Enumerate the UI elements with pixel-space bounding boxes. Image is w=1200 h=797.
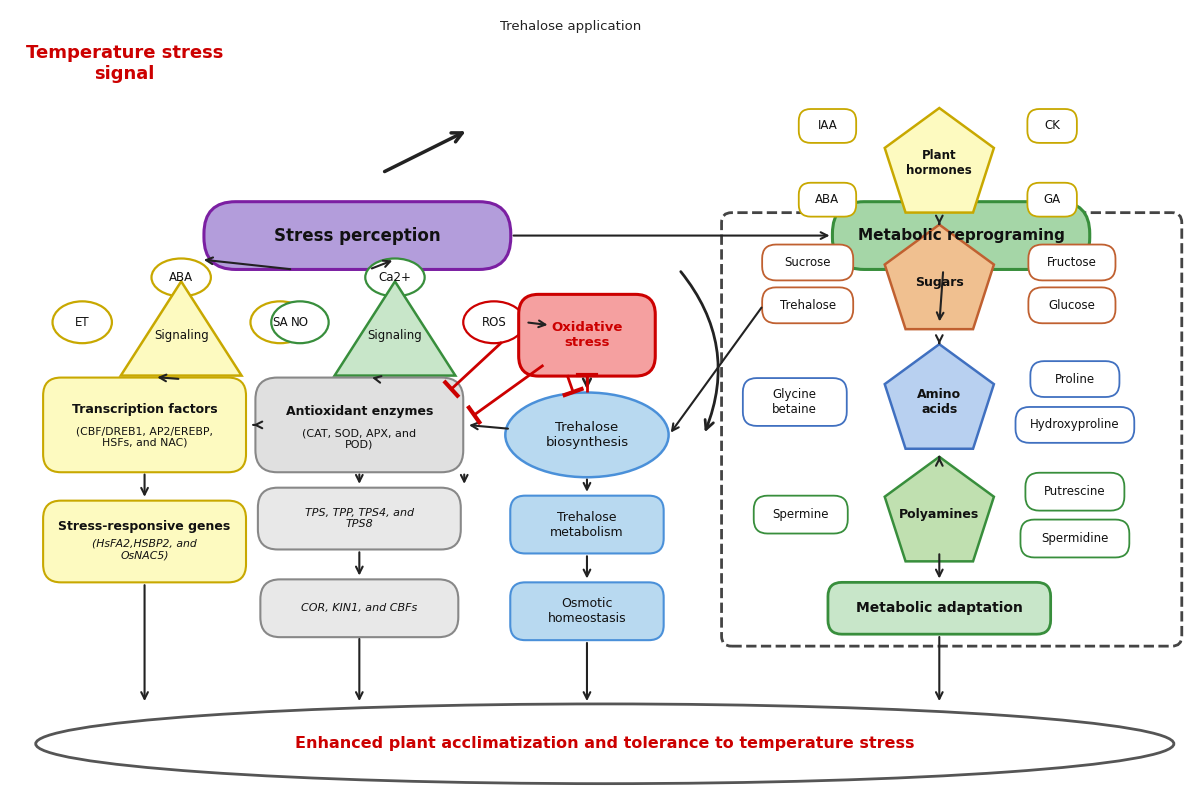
Text: Enhanced plant acclimatization and tolerance to temperature stress: Enhanced plant acclimatization and toler… <box>295 736 914 752</box>
Text: Putrescine: Putrescine <box>1044 485 1105 498</box>
Text: ROS: ROS <box>481 316 506 329</box>
FancyBboxPatch shape <box>1020 520 1129 557</box>
FancyBboxPatch shape <box>1015 407 1134 443</box>
Text: Metabolic reprograming: Metabolic reprograming <box>858 228 1064 243</box>
Ellipse shape <box>151 258 211 296</box>
Text: Trehalose
metabolism: Trehalose metabolism <box>550 511 624 539</box>
Text: Temperature stress
signal: Temperature stress signal <box>26 44 223 83</box>
FancyBboxPatch shape <box>799 183 856 217</box>
FancyBboxPatch shape <box>754 496 847 533</box>
Text: Glycine
betaine: Glycine betaine <box>773 388 817 416</box>
FancyBboxPatch shape <box>833 202 1090 269</box>
Text: TPS, TPP, TPS4, and
TPS8: TPS, TPP, TPS4, and TPS8 <box>305 508 414 529</box>
FancyBboxPatch shape <box>510 583 664 640</box>
Ellipse shape <box>53 301 112 344</box>
Text: Ca2+: Ca2+ <box>378 271 412 284</box>
Ellipse shape <box>505 392 668 477</box>
Polygon shape <box>335 281 455 375</box>
Text: CK: CK <box>1044 120 1060 132</box>
FancyBboxPatch shape <box>762 245 853 281</box>
Text: Fructose: Fructose <box>1046 256 1097 269</box>
FancyBboxPatch shape <box>721 213 1182 646</box>
Text: Spermidine: Spermidine <box>1042 532 1109 545</box>
Text: Signaling: Signaling <box>367 328 422 342</box>
FancyBboxPatch shape <box>258 488 461 549</box>
Text: Sugars: Sugars <box>914 276 964 289</box>
Text: (CAT, SOD, APX, and
POD): (CAT, SOD, APX, and POD) <box>302 428 416 450</box>
Text: (CBF/DREB1, AP2/EREBP,
HSFs, and NAC): (CBF/DREB1, AP2/EREBP, HSFs, and NAC) <box>76 426 214 448</box>
FancyBboxPatch shape <box>1028 245 1116 281</box>
FancyBboxPatch shape <box>43 501 246 583</box>
Ellipse shape <box>36 704 1174 783</box>
Text: Antioxidant enzymes: Antioxidant enzymes <box>286 406 433 418</box>
Text: Stress perception: Stress perception <box>274 226 440 245</box>
Text: Proline: Proline <box>1055 372 1094 386</box>
FancyBboxPatch shape <box>518 294 655 376</box>
FancyBboxPatch shape <box>260 579 458 637</box>
Text: Metabolic adaptation: Metabolic adaptation <box>856 601 1022 615</box>
Ellipse shape <box>251 301 310 344</box>
Text: Trehalose application: Trehalose application <box>499 20 641 33</box>
Text: ABA: ABA <box>169 271 193 284</box>
Text: Spermine: Spermine <box>773 508 829 521</box>
Text: Osmotic
homeostasis: Osmotic homeostasis <box>547 597 626 626</box>
Text: ET: ET <box>74 316 90 329</box>
FancyBboxPatch shape <box>743 378 847 426</box>
Polygon shape <box>884 108 994 213</box>
Polygon shape <box>884 225 994 329</box>
FancyBboxPatch shape <box>256 378 463 473</box>
Text: Glucose: Glucose <box>1049 299 1096 312</box>
Text: NO: NO <box>290 316 308 329</box>
Text: Amino
acids: Amino acids <box>917 388 961 416</box>
FancyBboxPatch shape <box>1028 288 1116 324</box>
Text: Polyamines: Polyamines <box>899 508 979 521</box>
FancyBboxPatch shape <box>1026 473 1124 511</box>
Text: IAA: IAA <box>817 120 838 132</box>
FancyBboxPatch shape <box>762 288 853 324</box>
FancyBboxPatch shape <box>828 583 1051 634</box>
Text: Transcription factors: Transcription factors <box>72 403 217 417</box>
Text: Signaling: Signaling <box>154 328 209 342</box>
Text: Trehalose: Trehalose <box>780 299 835 312</box>
Text: SA: SA <box>272 316 288 329</box>
Text: Plant
hormones: Plant hormones <box>906 149 972 177</box>
Text: Oxidative
stress: Oxidative stress <box>551 321 623 349</box>
FancyBboxPatch shape <box>510 496 664 553</box>
FancyBboxPatch shape <box>43 378 246 473</box>
Text: Sucrose: Sucrose <box>785 256 830 269</box>
FancyBboxPatch shape <box>204 202 511 269</box>
Ellipse shape <box>463 301 524 344</box>
Text: (HsFA2,HSBP2, and
OsNAC5): (HsFA2,HSBP2, and OsNAC5) <box>92 539 197 560</box>
Polygon shape <box>884 344 994 449</box>
Text: Trehalose
biosynthesis: Trehalose biosynthesis <box>546 421 629 449</box>
Ellipse shape <box>271 301 329 344</box>
Text: COR, KIN1, and CBFs: COR, KIN1, and CBFs <box>301 603 418 613</box>
Polygon shape <box>121 281 241 375</box>
FancyBboxPatch shape <box>799 109 856 143</box>
Text: Hydroxyproline: Hydroxyproline <box>1030 418 1120 431</box>
Text: GA: GA <box>1044 193 1061 206</box>
FancyBboxPatch shape <box>1027 109 1076 143</box>
Polygon shape <box>884 457 994 561</box>
Text: Stress-responsive genes: Stress-responsive genes <box>59 520 230 533</box>
FancyBboxPatch shape <box>1031 361 1120 397</box>
Ellipse shape <box>365 258 425 296</box>
Text: ABA: ABA <box>816 193 840 206</box>
FancyBboxPatch shape <box>1027 183 1076 217</box>
